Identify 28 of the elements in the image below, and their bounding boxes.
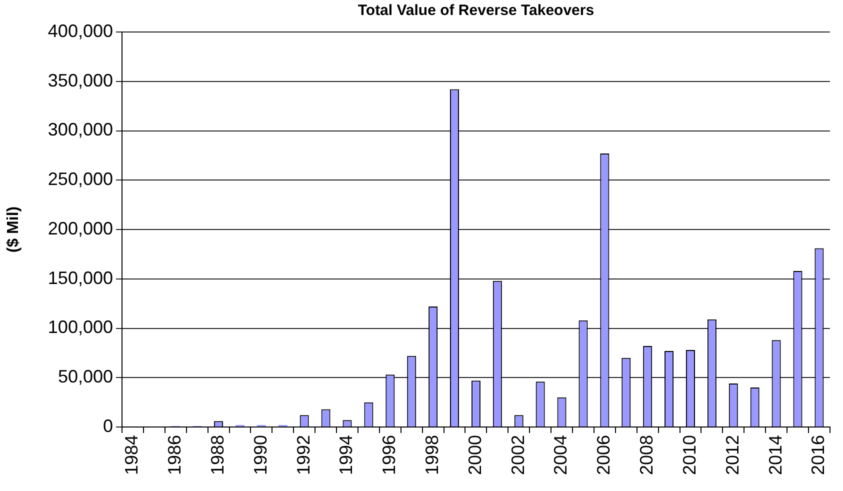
- x-tick-label: 1988: [208, 435, 228, 476]
- y-tick-label: 150,000: [48, 268, 113, 288]
- x-tick-label: 2000: [464, 435, 485, 476]
- x-tick-label: 2004: [550, 435, 571, 476]
- x-tick-label: 1984: [122, 435, 142, 476]
- y-tick-label: 350,000: [48, 70, 113, 90]
- x-tick-label: 2014: [765, 435, 786, 476]
- chart-title: Total Value of Reverse Takeovers: [358, 2, 594, 20]
- x-tick-label: 2002: [508, 435, 528, 476]
- x-tick-label: 1986: [164, 435, 185, 476]
- x-tick-label: 1992: [293, 435, 314, 476]
- x-tick-label: 1994: [336, 435, 356, 476]
- y-tick-label: 100,000: [48, 317, 113, 338]
- x-tick-label: 2016: [808, 435, 828, 476]
- x-tick-label: 2010: [679, 435, 700, 476]
- x-tick-label: 2008: [636, 435, 657, 476]
- y-tick-label: 0: [102, 416, 113, 436]
- y-axis-title: ($ Mil): [5, 206, 22, 253]
- y-tick-label: 50,000: [58, 366, 113, 387]
- y-tick-label: 250,000: [48, 169, 113, 190]
- x-tick-label: 1998: [422, 435, 442, 476]
- x-tick-label: 2012: [722, 435, 742, 476]
- y-tick-label: 400,000: [48, 20, 113, 41]
- y-tick-label: 300,000: [48, 120, 113, 140]
- x-tick-label: 1990: [250, 435, 270, 476]
- y-tick-label: 200,000: [48, 218, 113, 238]
- x-tick-label: 1996: [379, 435, 400, 476]
- x-tick-label: 2006: [594, 435, 614, 476]
